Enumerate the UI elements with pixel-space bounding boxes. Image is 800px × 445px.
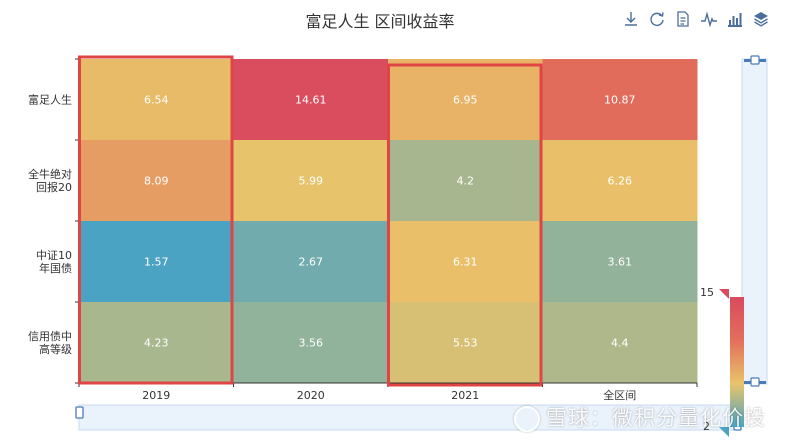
- visual-map-handle-top[interactable]: [719, 289, 729, 299]
- y-axis-label: 高等级: [39, 342, 72, 356]
- cell-value-label: 4.2: [457, 175, 475, 188]
- visual-map-min-label: 2: [703, 420, 710, 433]
- cell-value-label: 5.99: [299, 175, 324, 188]
- horizontal-zoom-track[interactable]: [78, 404, 742, 431]
- vertical-zoom-track[interactable]: [741, 58, 768, 385]
- visual-map-max-label: 15: [700, 286, 714, 299]
- x-axis-label: 2019: [142, 389, 170, 402]
- watermark: 雪球：微积分量化价投: [514, 402, 766, 432]
- cell-value-label: 10.87: [604, 94, 636, 107]
- visual-map-bar[interactable]: [730, 297, 744, 427]
- heatmap-cell[interactable]: [388, 302, 543, 384]
- visual-map-handle-bottom[interactable]: [719, 427, 729, 437]
- line-chart-icon[interactable]: [700, 10, 718, 28]
- heatmap-cell[interactable]: [542, 59, 698, 141]
- cell-value-label: 5.53: [453, 337, 478, 350]
- y-axis-label: 全牛绝对: [28, 167, 72, 181]
- cell-value-label: 1.57: [144, 256, 169, 269]
- heatmap-cell[interactable]: [233, 140, 389, 222]
- y-axis-label: 富足人生: [28, 93, 72, 107]
- cell-value-label: 6.54: [144, 94, 169, 107]
- x-axis-label: 2020: [297, 389, 325, 402]
- data-view-icon[interactable]: [674, 10, 692, 28]
- heatmap-cell[interactable]: [79, 302, 234, 384]
- horizontal-zoom-grip-left[interactable]: [75, 406, 84, 419]
- cell-value-label: 4.4: [611, 337, 629, 350]
- bar-chart-icon[interactable]: [726, 10, 744, 28]
- x-axis-label: 2021: [451, 389, 479, 402]
- cell-value-label: 14.61: [295, 94, 327, 107]
- cell-value-label: 6.95: [453, 94, 478, 107]
- cell-value-label: 3.61: [608, 256, 633, 269]
- y-axis-label: 回报20: [36, 180, 72, 194]
- stack-icon[interactable]: [752, 10, 770, 28]
- watermark-text: 雪球：微积分量化价投: [546, 406, 766, 430]
- download-icon[interactable]: [622, 10, 640, 28]
- x-axis-label: 全区间: [603, 388, 636, 402]
- refresh-icon[interactable]: [648, 10, 666, 28]
- heatmap-cell[interactable]: [542, 140, 698, 222]
- cell-value-label: 6.26: [608, 175, 633, 188]
- chart-toolbox: [622, 10, 770, 30]
- cell-value-label: 3.56: [299, 337, 324, 350]
- heatmap-cell[interactable]: [79, 221, 234, 303]
- y-axis-label: 信用债中: [28, 329, 72, 343]
- heatmap-cell[interactable]: [542, 302, 698, 384]
- heatmap-cell[interactable]: [233, 221, 389, 303]
- heatmap-cell[interactable]: [388, 140, 543, 222]
- cell-value-label: 2.67: [299, 256, 324, 269]
- heatmap-cell[interactable]: [233, 59, 389, 141]
- heatmap-cell[interactable]: [542, 221, 698, 303]
- heatmap-cell[interactable]: [79, 59, 234, 141]
- highlight-box: [78, 55, 234, 385]
- cell-value-label: 4.23: [144, 337, 169, 350]
- cell-value-label: 6.31: [453, 256, 478, 269]
- heatmap-cell[interactable]: [233, 302, 389, 384]
- heatmap-cell[interactable]: [388, 221, 543, 303]
- xueqiu-logo-icon: [514, 406, 540, 432]
- y-axis-label: 中证10: [36, 249, 72, 262]
- vertical-zoom-grip-top[interactable]: [750, 55, 760, 65]
- cell-value-label: 8.09: [144, 175, 169, 188]
- y-axis-label: 年国债: [39, 261, 72, 275]
- vertical-zoom-grip-bottom[interactable]: [750, 377, 760, 387]
- heatmap-cell[interactable]: [79, 140, 234, 222]
- chart-title: 富足人生 区间收益率: [305, 12, 455, 31]
- highlight-box: [387, 63, 543, 387]
- heatmap-cell[interactable]: [388, 59, 543, 141]
